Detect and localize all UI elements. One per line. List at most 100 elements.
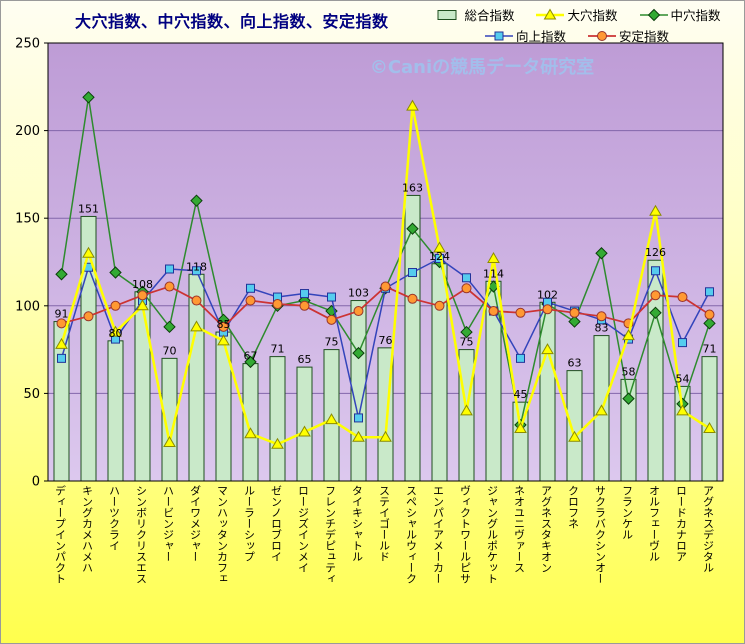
x-axis-label: アグネスタキオン (539, 485, 553, 573)
bar-value-label: 103 (348, 287, 369, 300)
x-axis-label: マンハッタンカフェ (215, 485, 229, 584)
legend-label: 安定指数 (619, 29, 670, 44)
x-axis-label: クロフネ (566, 485, 580, 529)
bar-value-label: 58 (622, 365, 636, 378)
legend-swatch-diamond (639, 8, 668, 21)
marker-circle (191, 295, 202, 306)
x-axis-label: ハービンジャー (161, 485, 175, 562)
marker-square (165, 264, 174, 274)
marker-triangle (460, 404, 473, 416)
bar (296, 366, 313, 482)
marker-triangle (676, 404, 689, 416)
marker-circle (218, 321, 229, 332)
legend-swatch-square (484, 31, 513, 40)
legend-swatch-triangle (536, 8, 565, 19)
bar (107, 340, 124, 482)
marker-circle (488, 306, 499, 317)
chart-title: 大穴指数、中穴指数、向上指数、安定指数 (75, 12, 389, 31)
marker-circle (461, 283, 472, 294)
x-axis-label: ダイワメジャー (188, 485, 202, 562)
marker-square (494, 31, 504, 40)
marker-triangle (568, 430, 581, 442)
y-axis-label: 250 (15, 37, 40, 52)
marker-circle (380, 281, 391, 292)
marker-circle (245, 295, 256, 306)
x-axis-label: ディープインパクト (53, 485, 67, 584)
marker-triangle (217, 334, 230, 346)
marker-diamond (406, 222, 419, 235)
legend-label: 総合指数 (464, 8, 515, 23)
marker-triangle (406, 99, 419, 111)
bar-value-label: 108 (132, 278, 153, 291)
bar (431, 263, 448, 482)
marker-triangle (163, 435, 176, 447)
legend-item-1: 総合指数 (433, 5, 514, 24)
marker-circle (110, 300, 121, 311)
bar-value-label: 71 (271, 343, 285, 356)
x-axis-label: オルフェーヴル (647, 485, 661, 562)
marker-triangle (55, 337, 68, 349)
legend-item-4: 向上指数 (484, 26, 566, 45)
marker-triangle (109, 325, 122, 337)
legend-label: 中穴指数 (670, 8, 721, 23)
x-axis-label: フレンチデピュティ (323, 485, 337, 584)
line-series (56, 281, 715, 332)
marker-square (516, 353, 525, 363)
marker-square (246, 283, 255, 293)
marker-circle (164, 281, 175, 292)
x-axis-labels: ディープインパクト キングカメハメハ ハーツクライ シンボリクリスエス ハービンジャーダ… (1, 485, 744, 641)
marker-circle (407, 293, 418, 304)
bar (701, 356, 718, 482)
bar-value-label: 75 (325, 336, 339, 349)
bar-value-label: 124 (429, 250, 450, 263)
marker-triangle (544, 8, 557, 19)
marker-triangle (487, 251, 500, 263)
marker-square (408, 268, 417, 278)
bar-value-label: 151 (78, 202, 99, 215)
marker-square (651, 266, 660, 276)
bar-value-label: 91 (55, 308, 69, 321)
marker-triangle (352, 430, 365, 442)
bar-value-label: 67 (244, 350, 258, 363)
marker-triangle (433, 241, 446, 253)
marker-diamond (460, 325, 473, 339)
legend-item-5: 安定指数 (588, 26, 669, 45)
bar (566, 370, 583, 482)
x-axis-label: ロージズインメイ (296, 485, 310, 573)
bar-value-label: 85 (217, 318, 231, 331)
marker-circle (515, 307, 526, 318)
marker-circle (677, 292, 688, 303)
legend-label: 向上指数 (515, 29, 566, 44)
bar-value-label: 80 (109, 327, 123, 340)
bar-value-label: 75 (460, 336, 474, 349)
marker-circle (299, 300, 310, 311)
legend-label: 大穴指数 (567, 8, 618, 23)
plot-border (47, 42, 724, 482)
bar (134, 291, 151, 482)
bar-value-label: 76 (379, 334, 393, 347)
marker-circle (704, 309, 715, 320)
marker-triangle (703, 421, 716, 433)
y-axis-label: 200 (15, 124, 40, 139)
x-axis-label: フランケル (620, 485, 634, 540)
marker-triangle (244, 427, 257, 439)
marker-triangle (325, 413, 338, 425)
marker-circle (56, 318, 67, 329)
marker-diamond (703, 317, 716, 330)
bar-value-label: 70 (163, 344, 177, 357)
marker-circle (353, 306, 364, 317)
bar-value-label: 126 (645, 246, 666, 259)
marker-diamond (649, 306, 662, 320)
legend-bar-swatch (437, 9, 457, 20)
marker-triangle (514, 421, 527, 433)
marker-circle (137, 290, 148, 301)
marker-triangle (136, 299, 149, 311)
x-axis-label: ネオユニヴァース (512, 485, 526, 573)
y-axis-label: 0 (32, 475, 40, 490)
marker-circle (597, 30, 607, 41)
legend-swatch-circle (588, 30, 616, 41)
y-axis-label: 100 (15, 299, 40, 314)
marker-diamond (55, 268, 68, 281)
marker-triangle (595, 404, 608, 416)
